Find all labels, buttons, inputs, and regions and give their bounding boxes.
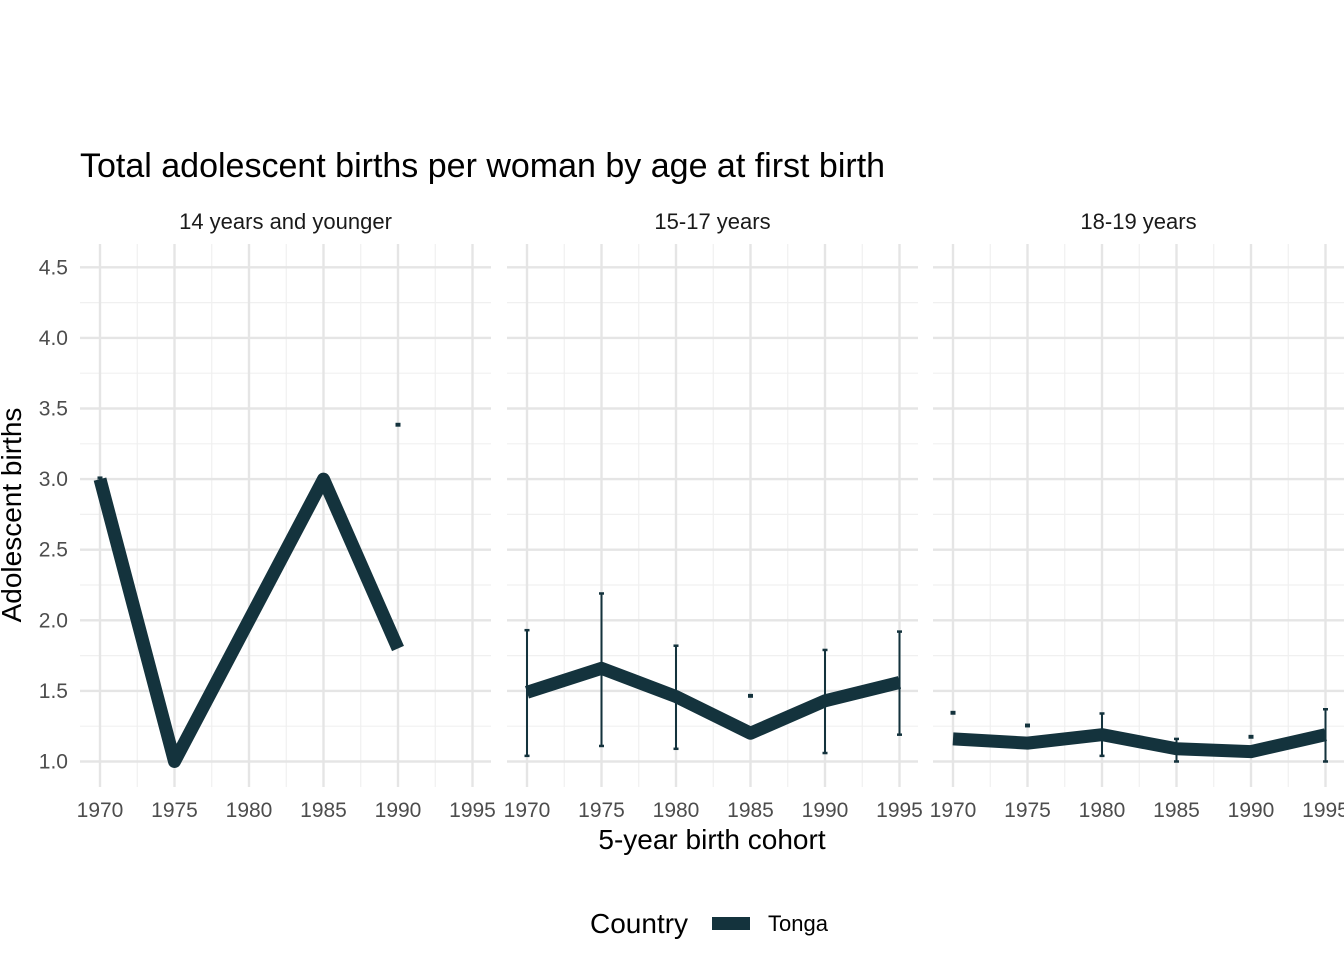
error-bar [1323,708,1328,763]
legend-title: Country [590,908,688,939]
x-tick-label: 1970 [930,799,977,822]
y-tick-label: 4.0 [39,327,68,350]
error-bar [950,710,956,715]
x-tick-label: 1985 [727,799,774,822]
y-tick-label: 2.5 [39,539,68,562]
y-tick-label: 1.5 [39,680,68,703]
error-bar [822,648,828,755]
panel-2: 15-17 years 1970 1975 1980 1985 1990 1995 [504,209,923,822]
x-tick-label: 1975 [578,799,625,822]
x-tick-label: 1980 [653,799,700,822]
x-tick-label: 1985 [1153,799,1200,822]
x-axis-title: 5-year birth cohort [598,824,825,855]
error-bar [524,628,530,758]
error-bar [599,592,604,748]
error-bar [748,693,753,698]
panel-strip-label: 15-17 years [654,209,770,234]
legend-key-tonga [712,917,750,930]
panel-strip-label: 18-19 years [1080,209,1196,234]
x-tick-label: 1995 [876,799,923,822]
x-tick-label: 1970 [504,799,551,822]
x-tick-label: 1975 [151,799,198,822]
error-bar [673,644,679,751]
x-tick-label: 1980 [1079,799,1126,822]
series-line-tonga [525,661,902,740]
y-tick-label: 3.5 [39,398,68,421]
panel-3: 18-19 years 1970 1975 1980 1985 1990 1995 [930,209,1344,822]
x-tick-label: 1995 [1302,799,1344,822]
series-line-tonga [93,472,404,768]
panel-strip-label: 14 years and younger [179,209,392,234]
panels: 14 years and younger 1970 1975 1980 1985 1990… [39,209,1344,822]
y-tick-label: 2.0 [39,609,68,632]
legend-label-tonga: Tonga [768,911,829,936]
error-bar [897,630,902,736]
x-tick-label: 1985 [300,799,347,822]
x-tick-label: 1980 [226,799,273,822]
panel-1: 14 years and younger 1970 1975 1980 1985 1990… [39,209,496,822]
error-bar [1174,737,1179,763]
chart-title: Total adolescent births per woman by age… [80,147,885,185]
y-tick-label: 4.5 [39,256,68,279]
x-tick-label: 1990 [1228,799,1275,822]
y-tick-label: 1.0 [39,751,68,774]
x-tick-label: 1995 [449,799,496,822]
x-tick-label: 1990 [802,799,849,822]
error-bar [1099,712,1105,758]
error-bar [1248,734,1254,739]
error-bar [395,422,401,427]
x-tick-label: 1990 [375,799,422,822]
error-bar [97,476,103,482]
y-tick-label: 3.0 [39,468,68,491]
error-bar [1025,723,1030,728]
legend: Country Tonga [590,908,829,939]
x-tick-label: 1975 [1004,799,1051,822]
series-line-tonga [952,728,1327,759]
x-tick-label: 1970 [77,799,124,822]
y-axis-title: Adolescent births [0,408,27,623]
